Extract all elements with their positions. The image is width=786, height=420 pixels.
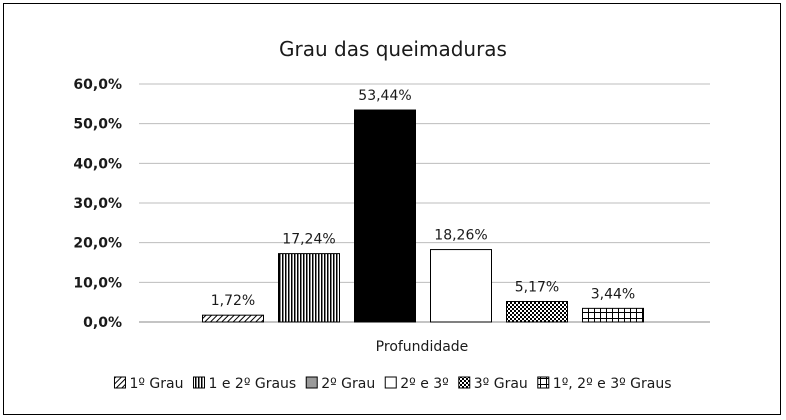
bar bbox=[582, 307, 644, 323]
legend-label: 2º Grau bbox=[321, 376, 375, 392]
legend-swatch bbox=[192, 376, 205, 389]
data-label: 5,17% bbox=[515, 279, 559, 295]
bar bbox=[506, 300, 568, 323]
legend-label: 3º Grau bbox=[474, 376, 528, 392]
legend-swatch bbox=[384, 376, 397, 389]
bar bbox=[278, 253, 340, 323]
data-label: 53,44% bbox=[358, 88, 411, 104]
bar bbox=[430, 249, 492, 323]
chart-title: Grau das queimaduras bbox=[279, 37, 507, 61]
data-label: 17,24% bbox=[282, 232, 335, 248]
legend-label: 1º Grau bbox=[129, 376, 183, 392]
legend-swatch bbox=[537, 376, 550, 389]
legend-swatch bbox=[305, 376, 318, 389]
legend-label: 2º e 3º bbox=[400, 376, 449, 392]
y-tick-label: 50,0% bbox=[73, 117, 122, 133]
y-tick-label: 40,0% bbox=[73, 156, 122, 172]
data-label: 18,26% bbox=[434, 228, 487, 244]
bar bbox=[354, 109, 416, 323]
y-tick-label: 20,0% bbox=[73, 236, 122, 252]
y-tick-label: 10,0% bbox=[73, 275, 122, 291]
legend-swatch bbox=[458, 376, 471, 389]
legend-label: 1 e 2º Graus bbox=[208, 376, 296, 392]
legend-swatch bbox=[113, 376, 126, 389]
legend-label: 1º, 2º e 3º Graus bbox=[553, 376, 672, 392]
data-labels: 1,72% 17,24% 53,44% 18,26% 5,17% 3,44% bbox=[211, 88, 635, 309]
y-axis-ticks: 0,0% 10,0% 20,0% 30,0% 40,0% 50,0% 60,0% bbox=[73, 77, 122, 331]
y-tick-label: 0,0% bbox=[83, 315, 122, 331]
x-axis-label: Profundidade bbox=[376, 339, 469, 355]
data-label: 1,72% bbox=[211, 293, 255, 309]
y-tick-label: 30,0% bbox=[73, 196, 122, 212]
bars bbox=[202, 109, 644, 323]
data-label: 3,44% bbox=[591, 286, 635, 302]
legend: 1º Grau 1 e 2º Graus 2º Grau 2º e 3º 3º Grau… bbox=[113, 376, 672, 392]
y-tick-label: 60,0% bbox=[73, 77, 122, 93]
bar bbox=[202, 314, 264, 323]
